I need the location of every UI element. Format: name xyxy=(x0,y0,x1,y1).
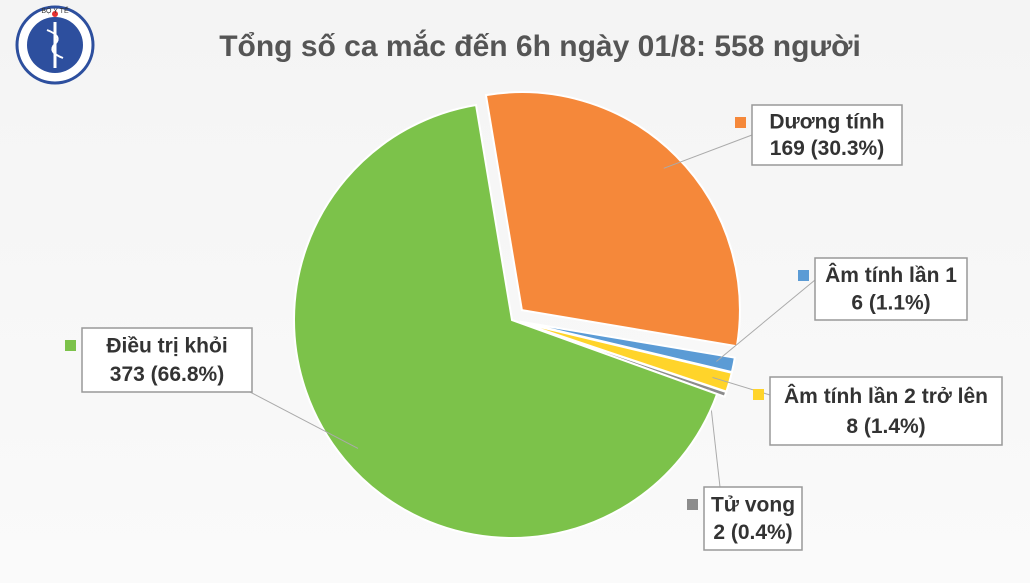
logo: BỘ Y TẾ xyxy=(15,5,95,85)
value-label: 169 (30.3%) xyxy=(770,137,884,160)
slice-label: Tử vong xyxy=(711,493,795,516)
legend-swatch xyxy=(753,389,764,400)
slice-label: Điều trị khỏi xyxy=(106,335,227,358)
slice-label: Dương tính xyxy=(769,111,884,134)
leader-line xyxy=(663,134,753,169)
pie-slice xyxy=(484,91,741,348)
slice-label: Âm tính lần 1 xyxy=(825,263,957,287)
chart-title: Tổng số ca mắc đến 6h ngày 01/8: 558 ngư… xyxy=(219,29,861,63)
leader-line xyxy=(249,391,359,449)
value-label: 373 (66.8%) xyxy=(110,363,224,386)
value-label: 8 (1.4%) xyxy=(846,415,925,438)
pie-slice xyxy=(293,103,719,539)
leader-line xyxy=(716,279,816,362)
legend-swatch xyxy=(65,340,76,351)
label-box xyxy=(703,486,803,551)
label-box xyxy=(751,104,903,166)
label-box xyxy=(769,376,1003,446)
logo-text: BỘ Y TẾ xyxy=(41,5,69,15)
label-box xyxy=(81,327,253,393)
legend-swatch xyxy=(798,270,809,281)
value-label: 2 (0.4%) xyxy=(713,521,792,544)
legend-swatch xyxy=(735,117,746,128)
legend-swatch xyxy=(687,499,698,510)
slice-label: Âm tính lần 2 trở lên xyxy=(784,384,988,408)
value-label: 6 (1.1%) xyxy=(851,291,930,314)
label-box xyxy=(814,257,968,321)
